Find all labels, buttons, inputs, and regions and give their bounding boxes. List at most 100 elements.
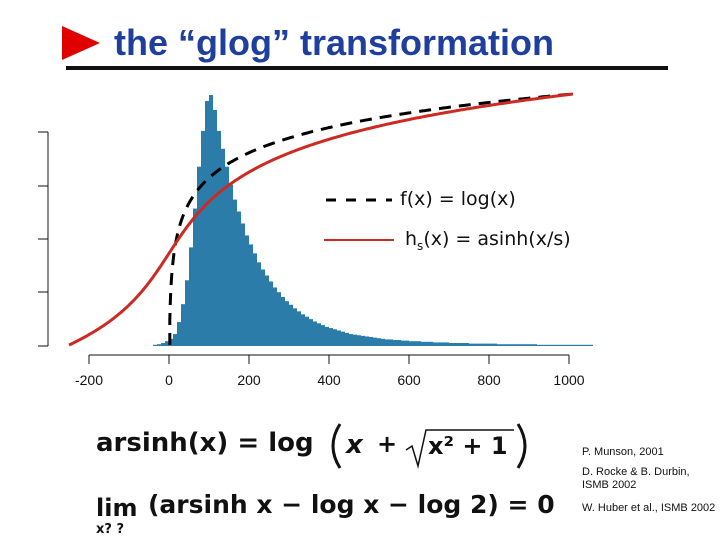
histogram-bar: [285, 301, 289, 346]
histogram-bar: [293, 308, 297, 346]
histogram-bar: [193, 208, 197, 346]
histogram-bar: [289, 304, 293, 346]
x-tick-label: 400: [317, 372, 341, 388]
histogram-bar: [257, 262, 261, 346]
histogram-bar: [157, 344, 161, 346]
histogram-bar: [273, 287, 277, 346]
histogram-bar: [357, 335, 361, 346]
histogram-bar: [245, 235, 249, 346]
formula-arsinh-lhs: arsinh(x) = log: [96, 428, 314, 458]
histogram-bar: [497, 344, 501, 346]
histogram-bar: [577, 344, 581, 346]
histogram-bar: [381, 338, 385, 346]
histogram-bar: [525, 344, 529, 346]
histogram-bar: [401, 340, 405, 346]
histogram-bar: [501, 344, 505, 346]
formula-arsinh-x: x: [346, 430, 363, 460]
reference-rocke-durbin: D. Rocke & B. Durbin, ISMB 2002: [582, 466, 690, 491]
histogram-bar: [425, 341, 429, 346]
histogram-bar: [489, 343, 493, 346]
histogram-bar: [209, 95, 213, 346]
histogram-bar: [365, 336, 369, 346]
histogram-bar: [493, 343, 497, 346]
histogram-bar: [541, 344, 545, 346]
histogram-bar: [173, 334, 177, 346]
histogram-bar: [465, 343, 469, 346]
histogram-bar: [473, 343, 477, 346]
histogram-bar: [277, 292, 281, 346]
histogram-bar: [329, 328, 333, 346]
histogram-bar: [417, 341, 421, 346]
histogram-bar: [521, 344, 525, 346]
histogram-bar: [233, 199, 237, 346]
histogram-bar: [249, 244, 253, 346]
histogram-bar: [341, 331, 345, 346]
histogram-bar: [345, 332, 349, 346]
histogram-bar: [461, 343, 465, 346]
histogram-bar: [445, 342, 449, 346]
histogram-bar: [221, 148, 225, 346]
histogram-bar: [181, 304, 185, 346]
histogram-bar: [337, 330, 341, 346]
histogram-bar: [509, 344, 513, 346]
histogram-bar: [449, 343, 453, 346]
histogram-bar: [581, 344, 585, 346]
histogram-plot: [38, 92, 593, 364]
histogram-bar: [397, 340, 401, 346]
histogram-bar: [309, 319, 313, 346]
histogram-bar: [409, 341, 413, 346]
histogram-bar: [165, 341, 169, 346]
formula-limit-body: (arsinh x − log x − log 2) = 0: [148, 490, 555, 519]
histogram-bar: [177, 322, 181, 346]
histogram-bar: [453, 343, 457, 346]
histogram-bar: [421, 341, 425, 346]
x-tick-label: 0: [165, 372, 173, 388]
formula-arsinh: arsinh(x) = log: [96, 428, 314, 458]
histogram-bar: [269, 281, 273, 346]
histogram-bar: [361, 335, 365, 346]
histogram-bar: [441, 342, 445, 346]
histogram-bar: [349, 334, 353, 346]
histogram-bar: [505, 344, 509, 346]
histogram-bar: [385, 339, 389, 346]
histogram-bar: [225, 166, 229, 346]
histogram-bar: [565, 344, 569, 346]
histogram-bar: [477, 343, 481, 346]
histogram-bar: [237, 211, 241, 346]
legend-asinh-sub: s: [417, 238, 424, 253]
x-tick-label: 600: [397, 372, 421, 388]
histogram-bar: [481, 343, 485, 346]
histogram-bar: [469, 343, 473, 346]
x-axis: [88, 354, 570, 364]
formula-arsinh-plus: +: [377, 430, 398, 458]
histogram-bar: [281, 296, 285, 346]
legend-asinh-rest: (x) = asinh(x/s): [423, 228, 571, 250]
histogram-bar: [429, 341, 433, 346]
log-curve: [168, 92, 572, 345]
histogram-bar: [537, 344, 541, 346]
histogram-bar: [213, 109, 217, 346]
formula-arsinh-rhs: [331, 423, 527, 469]
histogram-bar: [317, 323, 321, 346]
slide-title: the “glog” transformation: [114, 22, 554, 63]
histogram-bar: [373, 337, 377, 346]
histogram-bar: [405, 340, 409, 346]
histogram-bar: [529, 344, 533, 346]
legend-asinh-prefix: h: [405, 228, 418, 250]
legend-log-label: f(x) = log(x): [400, 188, 516, 210]
histogram-bar: [185, 280, 189, 346]
histogram-bar: [413, 341, 417, 346]
histogram-bar: [325, 326, 329, 346]
x-tick-label: 1000: [553, 372, 585, 388]
histogram-bars: [153, 95, 593, 346]
histogram-bar: [305, 316, 309, 346]
histogram-bar: [189, 247, 193, 346]
x-tick-label: -200: [74, 372, 104, 388]
histogram-bar: [561, 344, 565, 346]
asinh-curve: [68, 92, 574, 347]
histogram-bar: [569, 344, 573, 346]
histogram-bar: [161, 343, 165, 346]
histogram-bar: [333, 329, 337, 346]
histogram-bar: [205, 100, 209, 346]
y-axis: [38, 131, 49, 347]
